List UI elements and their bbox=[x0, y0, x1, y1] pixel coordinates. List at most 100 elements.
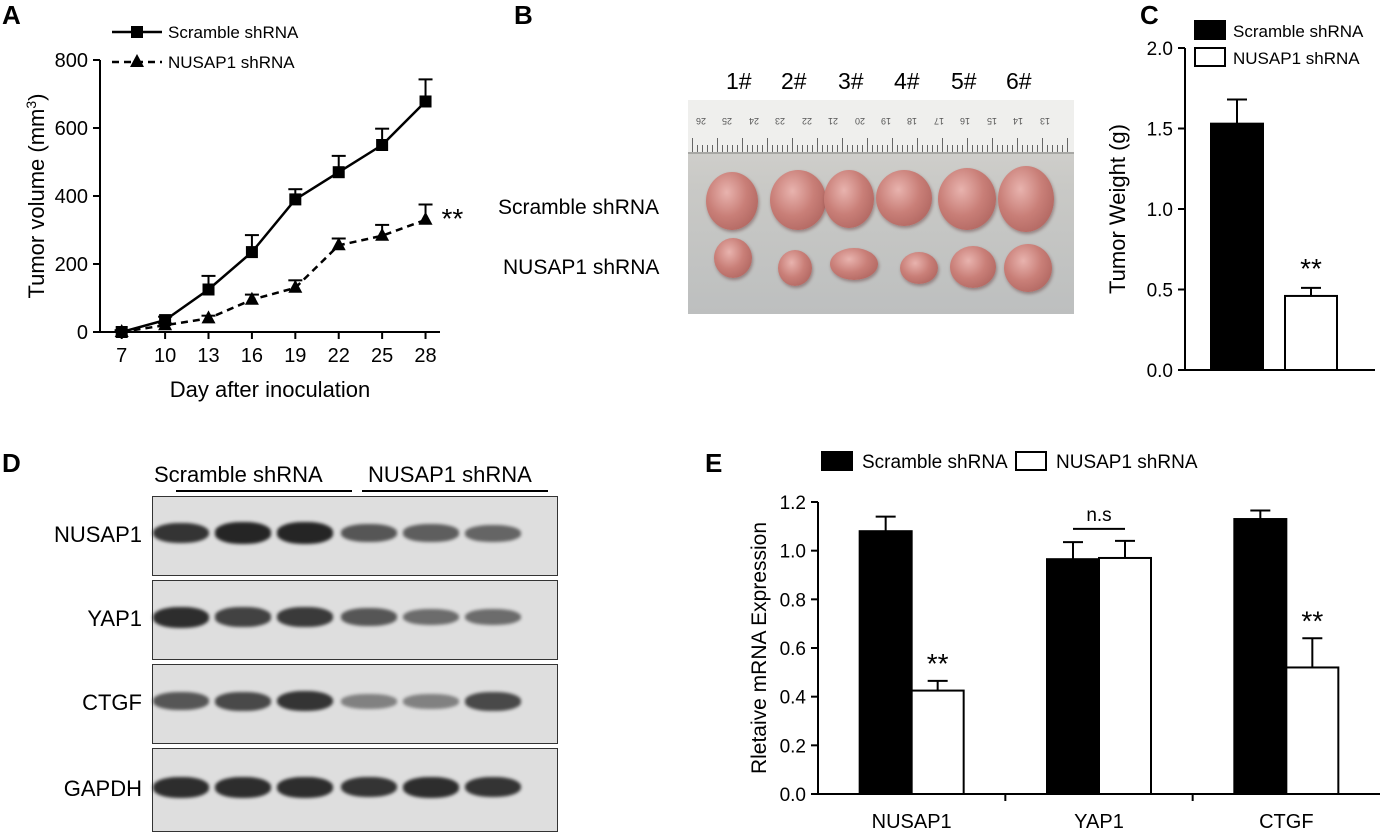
legend-swatch-c bbox=[1194, 20, 1226, 40]
x-tick-label-a: 16 bbox=[241, 345, 263, 367]
ruler: 26 25 24 23 22 21 20 19 18 17 16 15 14 13 bbox=[688, 100, 1074, 154]
bar-nusap1-nusap1 bbox=[910, 689, 965, 795]
tumor-weight-bar-chart: 0.0 0.5 1.0 1.5 2.0 Tumor Weight (g) ** Scrambl… bbox=[1105, 20, 1375, 382]
ruler-tick bbox=[877, 145, 878, 152]
legend-swatch-e bbox=[1015, 451, 1047, 471]
data-point-nusap1 bbox=[158, 317, 173, 331]
blot-group-underline-scramble bbox=[176, 490, 352, 492]
ruler-tick bbox=[897, 145, 898, 152]
ruler-tick bbox=[747, 145, 748, 152]
data-point-scramble bbox=[332, 166, 345, 179]
panel-label-d: D bbox=[2, 448, 21, 478]
bar-nusap1 bbox=[1284, 294, 1338, 371]
ruler-tick bbox=[827, 145, 828, 152]
y-tick-label-e: 0.2 bbox=[780, 736, 806, 757]
ruler-mark: 19 bbox=[881, 116, 892, 126]
data-point-nusap1 bbox=[244, 291, 259, 305]
data-point-scramble bbox=[419, 95, 432, 108]
ruler-mark: 13 bbox=[1039, 116, 1050, 126]
ruler-mark: 26 bbox=[696, 116, 707, 126]
ruler-tick bbox=[987, 145, 988, 152]
blot-band bbox=[277, 776, 333, 798]
ruler-tick bbox=[992, 138, 993, 152]
blot-band bbox=[341, 524, 397, 542]
blot-band bbox=[465, 691, 521, 711]
legend-label-c: Scramble shRNA bbox=[1233, 22, 1364, 41]
ruler-tick bbox=[977, 145, 978, 152]
photo-row-label-nusap1: NUSAP1 shRNA bbox=[503, 256, 660, 279]
ruler-tick bbox=[932, 145, 933, 152]
y-tick-label-a: 0 bbox=[77, 322, 88, 344]
legend-swatch-e bbox=[821, 451, 853, 471]
ruler-tick bbox=[707, 145, 708, 152]
ruler-tick bbox=[912, 145, 913, 152]
ruler-mark: 24 bbox=[748, 116, 759, 126]
photo-row-label-scramble: Scramble shRNA bbox=[498, 196, 660, 219]
panel-label-b: B bbox=[514, 0, 533, 30]
blot-group-label-scramble: Scramble shRNA bbox=[154, 462, 323, 487]
panel-label-e: E bbox=[705, 448, 723, 478]
ruler-mark: 16 bbox=[960, 116, 971, 126]
x-tick-label-a: 13 bbox=[197, 345, 219, 367]
ruler-mark: 23 bbox=[775, 116, 786, 126]
x-tick-label-a: 19 bbox=[284, 345, 306, 367]
sample-label-5: 5# bbox=[951, 68, 977, 94]
ruler-tick bbox=[1042, 138, 1043, 152]
ruler-mark: 18 bbox=[907, 116, 918, 126]
sample-label-2: 2# bbox=[781, 68, 807, 94]
ruler-tick bbox=[1037, 145, 1038, 152]
y-tick-label-e: 1.0 bbox=[780, 542, 806, 563]
ruler-tick bbox=[907, 145, 908, 152]
sample-label-6: 6# bbox=[1006, 68, 1032, 94]
ruler-tick bbox=[957, 145, 958, 152]
blot-band bbox=[153, 776, 209, 798]
ruler-tick bbox=[857, 145, 858, 152]
ruler-tick bbox=[952, 145, 953, 152]
ruler-tick bbox=[1017, 138, 1018, 152]
ruler-tick bbox=[962, 145, 963, 152]
blot-band bbox=[153, 692, 209, 710]
ruler-tick bbox=[887, 145, 888, 152]
tumor-scramble-2 bbox=[770, 170, 826, 230]
blot-strip-ctgf bbox=[152, 664, 558, 744]
tumor-scramble-5 bbox=[938, 168, 996, 230]
legend-swatch-c bbox=[1194, 47, 1226, 67]
ruler-tick bbox=[797, 145, 798, 152]
tumor-scramble-6 bbox=[998, 166, 1054, 232]
ruler-tick bbox=[867, 138, 868, 152]
blot-band bbox=[465, 608, 521, 626]
blot-band bbox=[403, 524, 459, 542]
ruler-tick bbox=[697, 145, 698, 152]
blot-band bbox=[215, 522, 271, 544]
legend-marker-nusap1 bbox=[130, 54, 144, 67]
x-axis-label-a: Day after inoculation bbox=[170, 377, 371, 402]
series-line-scramble bbox=[121, 100, 427, 334]
blot-band bbox=[403, 608, 459, 626]
tumor-nusap1-4 bbox=[900, 252, 938, 284]
y-tick-label-a: 400 bbox=[55, 186, 88, 208]
ruler-tick bbox=[882, 145, 883, 152]
ruler-tick bbox=[1057, 145, 1058, 152]
y-tick-label-c: 1.5 bbox=[1147, 120, 1173, 141]
sample-number-row: 1# 2# 3# 4# 5# 6# bbox=[716, 68, 1076, 98]
y-tick-label-a: 200 bbox=[55, 254, 88, 276]
tumor-scramble-1 bbox=[706, 172, 758, 230]
blot-band bbox=[215, 607, 271, 627]
ruler-tick bbox=[1022, 145, 1023, 152]
legend-label-a: NUSAP1 shRNA bbox=[168, 53, 295, 72]
ruler-mark: 20 bbox=[854, 116, 865, 126]
ruler-tick bbox=[1012, 145, 1013, 152]
ruler-mark: 21 bbox=[828, 116, 839, 126]
ruler-tick bbox=[767, 138, 768, 152]
blot-label-ctgf: CTGF bbox=[82, 690, 142, 715]
blot-group-underline-nusap1 bbox=[362, 490, 548, 492]
ruler-tick bbox=[787, 145, 788, 152]
ruler-tick bbox=[1007, 145, 1008, 152]
blot-band bbox=[153, 522, 209, 544]
ruler-tick bbox=[732, 145, 733, 152]
blot-band bbox=[277, 690, 333, 712]
series-line-nusap1 bbox=[121, 218, 426, 334]
ruler-tick bbox=[997, 145, 998, 152]
ruler-tick bbox=[807, 145, 808, 152]
data-point-nusap1 bbox=[418, 211, 433, 225]
